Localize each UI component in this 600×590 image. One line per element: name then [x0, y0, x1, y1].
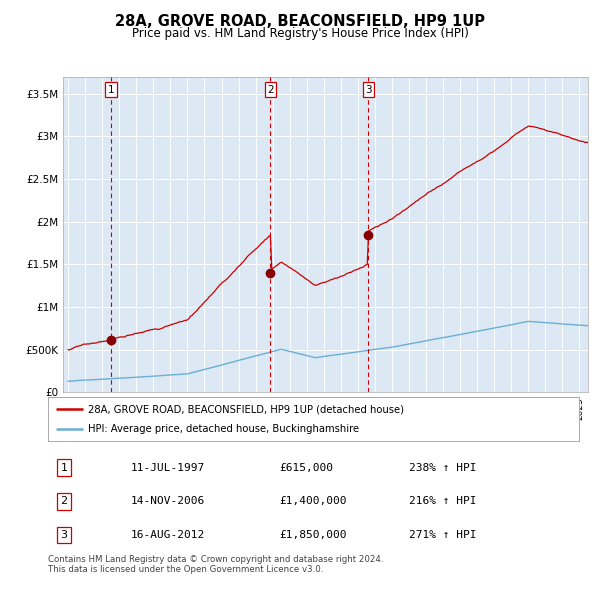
Text: 216% ↑ HPI: 216% ↑ HPI — [409, 496, 476, 506]
Text: 2: 2 — [61, 496, 67, 506]
Text: 271% ↑ HPI: 271% ↑ HPI — [409, 530, 476, 540]
Text: Contains HM Land Registry data © Crown copyright and database right 2024.
This d: Contains HM Land Registry data © Crown c… — [48, 555, 383, 574]
Text: 1: 1 — [61, 463, 67, 473]
Text: 11-JUL-1997: 11-JUL-1997 — [130, 463, 205, 473]
Text: 16-AUG-2012: 16-AUG-2012 — [130, 530, 205, 540]
Text: 3: 3 — [365, 84, 372, 94]
Text: £1,850,000: £1,850,000 — [279, 530, 346, 540]
Text: HPI: Average price, detached house, Buckinghamshire: HPI: Average price, detached house, Buck… — [88, 424, 359, 434]
Text: 1: 1 — [108, 84, 115, 94]
Text: 2: 2 — [267, 84, 274, 94]
Text: 3: 3 — [61, 530, 67, 540]
Text: £615,000: £615,000 — [279, 463, 333, 473]
Text: Price paid vs. HM Land Registry's House Price Index (HPI): Price paid vs. HM Land Registry's House … — [131, 27, 469, 40]
Text: 238% ↑ HPI: 238% ↑ HPI — [409, 463, 476, 473]
Text: 28A, GROVE ROAD, BEACONSFIELD, HP9 1UP: 28A, GROVE ROAD, BEACONSFIELD, HP9 1UP — [115, 14, 485, 28]
Text: 28A, GROVE ROAD, BEACONSFIELD, HP9 1UP (detached house): 28A, GROVE ROAD, BEACONSFIELD, HP9 1UP (… — [88, 404, 404, 414]
Text: £1,400,000: £1,400,000 — [279, 496, 346, 506]
Text: 14-NOV-2006: 14-NOV-2006 — [130, 496, 205, 506]
